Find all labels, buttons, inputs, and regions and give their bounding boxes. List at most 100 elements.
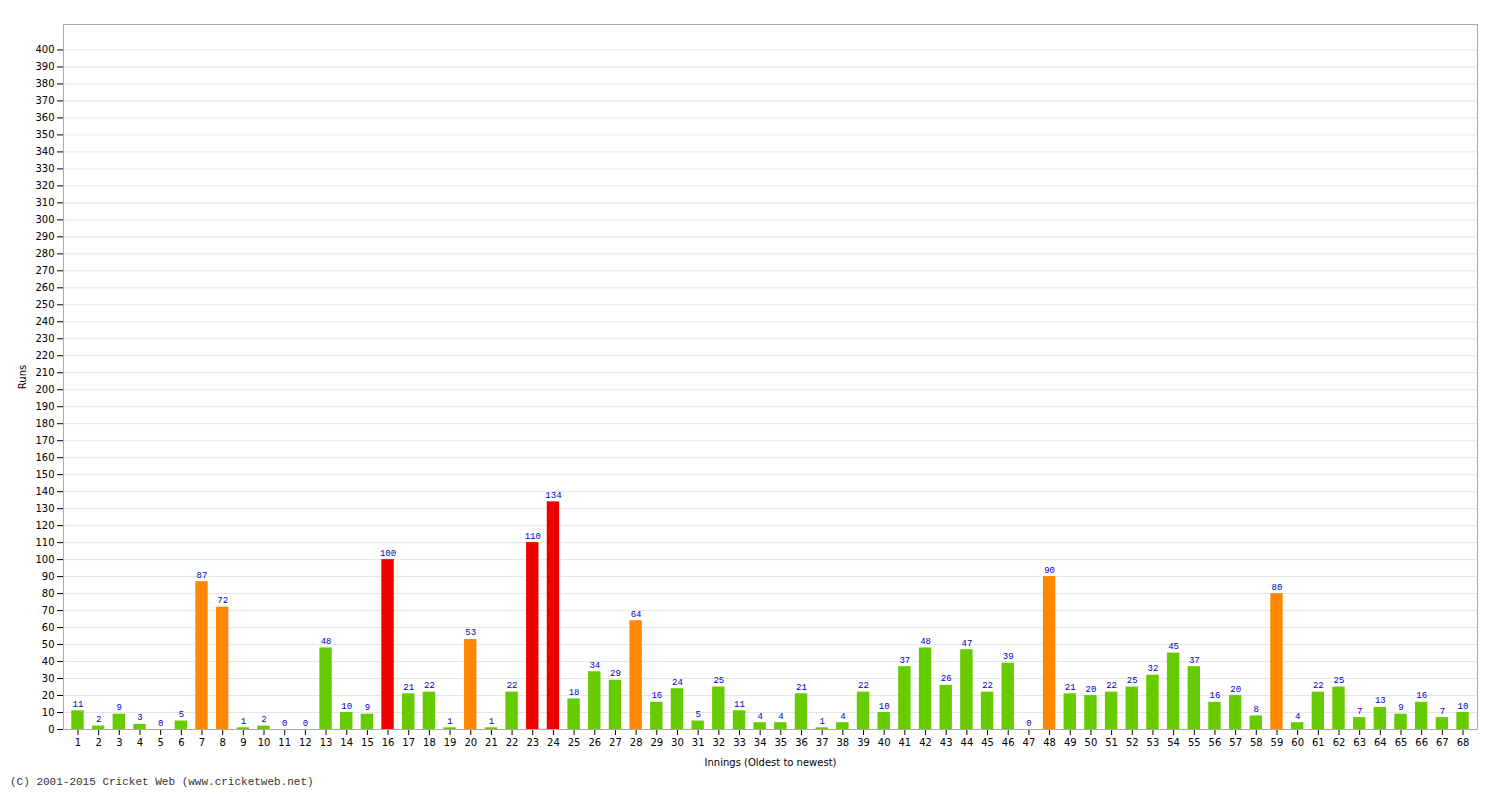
svg-text:62: 62 — [1333, 737, 1346, 748]
svg-text:0: 0 — [158, 719, 163, 729]
svg-text:22: 22 — [982, 681, 993, 691]
svg-text:58: 58 — [1250, 737, 1263, 748]
svg-text:9: 9 — [240, 737, 246, 748]
svg-text:54: 54 — [1167, 737, 1180, 748]
svg-text:250: 250 — [35, 299, 54, 310]
svg-text:400: 400 — [35, 44, 54, 55]
svg-text:24: 24 — [672, 678, 683, 688]
svg-text:340: 340 — [35, 146, 54, 157]
svg-text:1: 1 — [75, 737, 81, 748]
svg-text:30: 30 — [671, 737, 684, 748]
svg-text:230: 230 — [35, 333, 54, 344]
svg-text:6: 6 — [178, 737, 184, 748]
svg-text:34: 34 — [754, 737, 767, 748]
svg-text:240: 240 — [35, 316, 54, 327]
svg-text:47: 47 — [1023, 737, 1036, 748]
svg-text:23: 23 — [526, 737, 539, 748]
svg-text:25: 25 — [1127, 676, 1138, 686]
svg-text:7: 7 — [199, 737, 205, 748]
svg-text:170: 170 — [35, 435, 54, 446]
svg-text:180: 180 — [35, 418, 54, 429]
svg-text:43: 43 — [940, 737, 953, 748]
svg-text:60: 60 — [42, 622, 55, 633]
svg-text:27: 27 — [609, 737, 622, 748]
svg-text:68: 68 — [1457, 737, 1470, 748]
svg-text:41: 41 — [899, 737, 912, 748]
svg-text:16: 16 — [382, 737, 395, 748]
svg-text:21: 21 — [403, 683, 414, 693]
svg-text:21: 21 — [485, 737, 498, 748]
svg-text:50: 50 — [1085, 737, 1098, 748]
svg-text:160: 160 — [35, 452, 54, 463]
svg-text:22: 22 — [507, 681, 518, 691]
svg-text:20: 20 — [464, 737, 477, 748]
svg-text:8: 8 — [219, 737, 225, 748]
svg-text:87: 87 — [197, 571, 208, 581]
svg-text:4: 4 — [778, 712, 783, 722]
svg-text:49: 49 — [1064, 737, 1077, 748]
svg-text:51: 51 — [1105, 737, 1118, 748]
svg-text:39: 39 — [857, 737, 870, 748]
svg-text:150: 150 — [35, 469, 54, 480]
svg-text:300: 300 — [35, 214, 54, 225]
svg-text:16: 16 — [1210, 691, 1221, 701]
svg-text:2: 2 — [261, 715, 266, 725]
svg-text:13: 13 — [1375, 696, 1386, 706]
svg-text:370: 370 — [35, 95, 54, 106]
svg-text:100: 100 — [380, 549, 396, 559]
svg-text:11: 11 — [73, 700, 84, 710]
svg-text:2: 2 — [96, 715, 101, 725]
svg-text:200: 200 — [35, 384, 54, 395]
svg-text:13: 13 — [320, 737, 333, 748]
svg-text:3: 3 — [137, 713, 142, 723]
svg-text:10: 10 — [341, 702, 352, 712]
svg-text:7: 7 — [1440, 707, 1445, 717]
svg-text:55: 55 — [1188, 737, 1201, 748]
svg-text:10: 10 — [879, 702, 890, 712]
svg-text:80: 80 — [1272, 583, 1283, 593]
svg-text:360: 360 — [35, 112, 54, 123]
svg-text:20: 20 — [1086, 685, 1097, 695]
svg-text:67: 67 — [1436, 737, 1449, 748]
svg-text:19: 19 — [444, 737, 457, 748]
svg-text:40: 40 — [878, 737, 891, 748]
svg-text:310: 310 — [35, 197, 54, 208]
svg-text:46: 46 — [1002, 737, 1015, 748]
svg-text:32: 32 — [712, 737, 725, 748]
svg-text:28: 28 — [630, 737, 643, 748]
svg-text:134: 134 — [545, 491, 561, 501]
svg-text:47: 47 — [961, 639, 972, 649]
svg-text:18: 18 — [423, 737, 436, 748]
svg-text:40: 40 — [42, 656, 55, 667]
svg-text:64: 64 — [631, 610, 642, 620]
svg-text:33: 33 — [733, 737, 746, 748]
svg-text:21: 21 — [796, 683, 807, 693]
svg-text:32: 32 — [1148, 664, 1159, 674]
svg-text:18: 18 — [569, 688, 580, 698]
svg-text:280: 280 — [35, 248, 54, 259]
svg-text:17: 17 — [402, 737, 415, 748]
svg-text:5: 5 — [157, 737, 163, 748]
svg-text:390: 390 — [35, 61, 54, 72]
svg-text:60: 60 — [1291, 737, 1304, 748]
svg-text:Runs: Runs — [17, 365, 28, 389]
svg-text:1: 1 — [241, 717, 246, 727]
svg-text:48: 48 — [920, 637, 931, 647]
svg-text:100: 100 — [35, 554, 54, 565]
svg-text:4: 4 — [1295, 712, 1300, 722]
svg-text:1: 1 — [447, 717, 452, 727]
svg-text:1: 1 — [819, 717, 824, 727]
svg-text:36: 36 — [795, 737, 808, 748]
svg-text:52: 52 — [1126, 737, 1139, 748]
svg-text:26: 26 — [588, 737, 601, 748]
svg-text:26: 26 — [941, 674, 952, 684]
svg-text:5: 5 — [695, 710, 700, 720]
svg-text:10: 10 — [258, 737, 271, 748]
svg-text:1: 1 — [489, 717, 494, 727]
svg-text:11: 11 — [278, 737, 291, 748]
svg-text:10: 10 — [1458, 702, 1469, 712]
svg-text:48: 48 — [1043, 737, 1056, 748]
svg-text:0: 0 — [282, 719, 287, 729]
svg-text:210: 210 — [35, 367, 54, 378]
svg-text:20: 20 — [1230, 685, 1241, 695]
